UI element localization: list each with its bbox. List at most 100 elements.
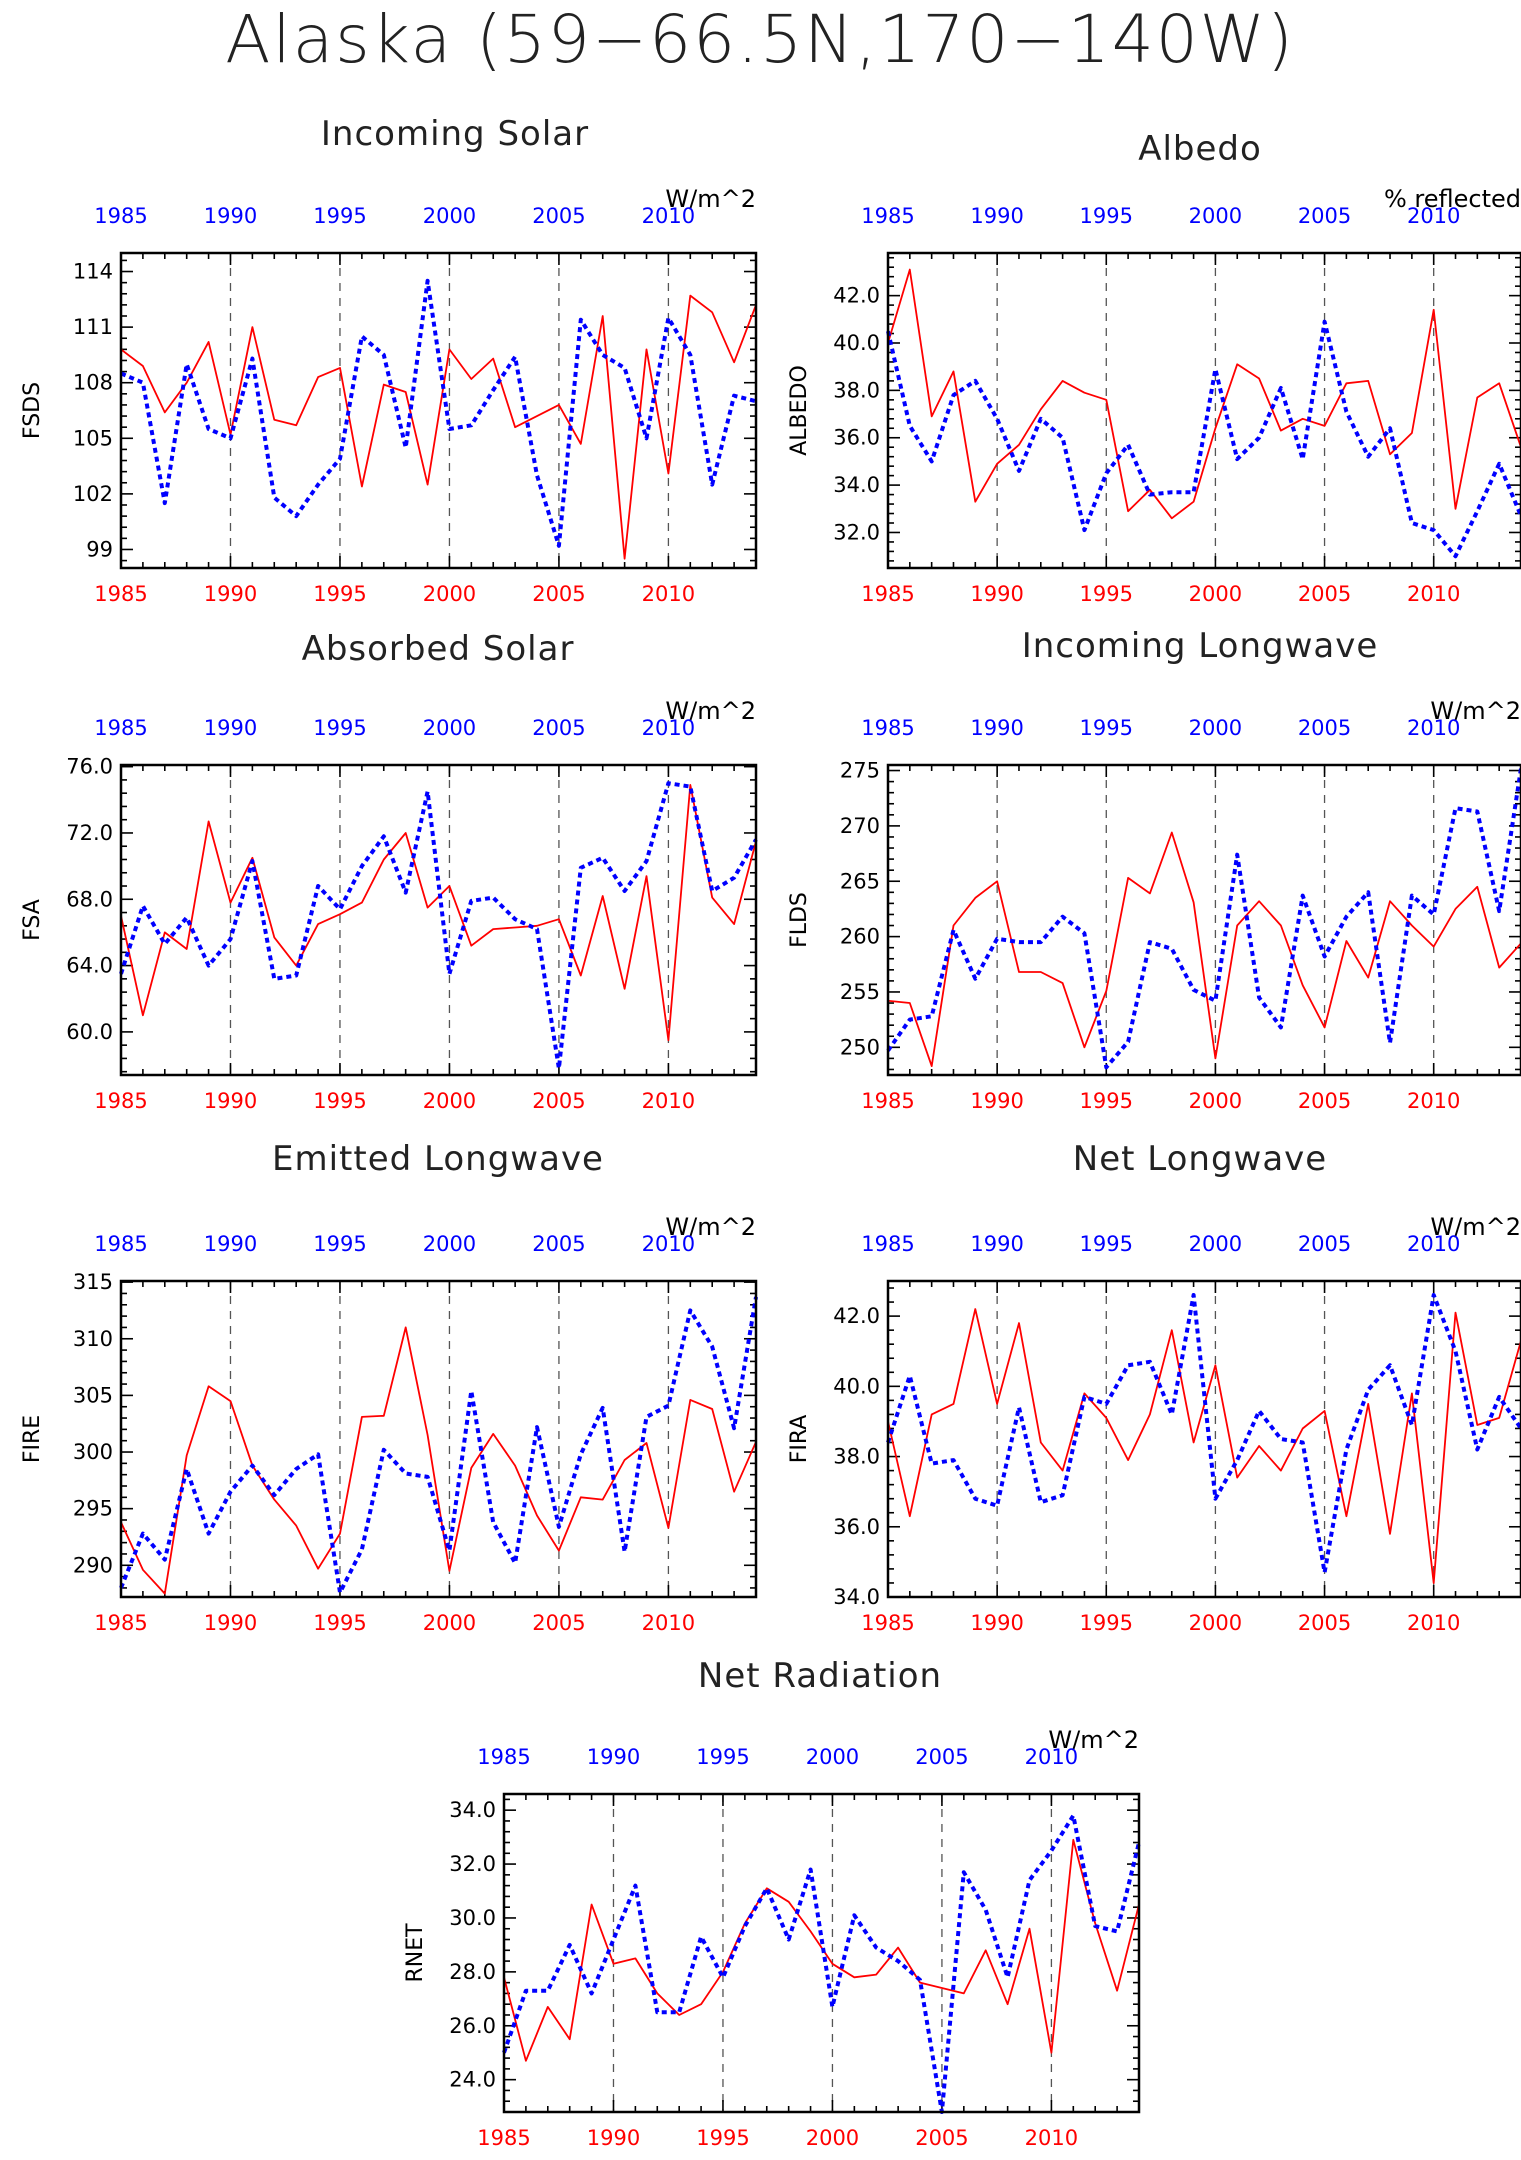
y-tick-label: 28.0 (449, 1960, 496, 1984)
x-tick-label-bottom: 1985 (94, 1089, 147, 1113)
units-label: W/m^2 (665, 697, 756, 725)
y-tick-label: 114 (73, 260, 113, 284)
y-tick-label: 108 (73, 371, 113, 395)
y-axis-label: FIRE (20, 1415, 45, 1463)
x-tick-label-top: 2010 (642, 204, 695, 228)
chart-panels: Incoming Solar W/m^2 99 102 105 108 111 114 FSDS… (20, 114, 1521, 2150)
x-tick-label-bottom: 2000 (806, 2126, 859, 2150)
y-axis-label: FLDS (787, 892, 812, 948)
x-tick-label-bottom: 1990 (204, 1611, 257, 1635)
x-tick-label-bottom: 2010 (642, 582, 695, 606)
x-tick-label-top: 1995 (1080, 204, 1133, 228)
x-tick-label-bottom: 1995 (313, 1089, 366, 1113)
y-tick-label: 38.0 (833, 378, 880, 402)
x-tick-label-bottom: 1985 (861, 1089, 914, 1113)
panel-title: Net Radiation (698, 1656, 942, 1696)
plot-frame (119, 763, 758, 1077)
y-tick-label: 105 (73, 426, 113, 450)
y-tick-label: 72.0 (66, 821, 113, 845)
x-tick-label-top: 2000 (1189, 716, 1242, 740)
y-tick-label: 290 (73, 1553, 113, 1577)
series-line-blue (120, 278, 757, 548)
panel-title: Incoming Longwave (1022, 626, 1379, 666)
x-tick-label-bottom: 2000 (1189, 1089, 1242, 1113)
x-tick-label-top: 1995 (313, 204, 366, 228)
x-tick-label-bottom: 2005 (1298, 582, 1351, 606)
y-tick-label: 270 (840, 814, 880, 838)
x-tick-label-top: 1995 (696, 1745, 749, 1769)
plot-frame (502, 1792, 1141, 2114)
x-tick-label-bottom: 2005 (915, 2126, 968, 2150)
y-tick-label: 42.0 (833, 1304, 880, 1328)
y-tick-label: 36.0 (833, 1515, 880, 1539)
panel-title: Absorbed Solar (302, 629, 575, 669)
x-tick-label-top: 2010 (642, 1232, 695, 1256)
x-tick-label-top: 2005 (1298, 1232, 1351, 1256)
x-tick-label-bottom: 2000 (1189, 582, 1242, 606)
x-tick-label-top: 1995 (1080, 716, 1133, 740)
x-tick-label-top: 2000 (423, 716, 476, 740)
series-line-blue (502, 1813, 1141, 2114)
y-tick-label: 24.0 (449, 2068, 496, 2092)
y-tick-label: 99 (86, 537, 113, 561)
units-label: % reflected (1384, 185, 1521, 213)
series-line-red (120, 294, 757, 560)
panel-title: Albedo (1138, 129, 1262, 169)
x-tick-label-top: 1990 (970, 1232, 1023, 1256)
panel-title: Net Longwave (1073, 1139, 1327, 1179)
x-tick-label-top: 1995 (313, 1232, 366, 1256)
x-tick-label-top: 2000 (1189, 1232, 1242, 1256)
y-tick-label: 68.0 (66, 887, 113, 911)
series-line-blue (119, 1296, 758, 1595)
y-tick-label: 32.0 (833, 520, 880, 544)
x-tick-label-bottom: 1990 (204, 582, 257, 606)
y-axis-label: FIRA (787, 1415, 812, 1464)
x-tick-label-top: 1990 (204, 1232, 257, 1256)
series-line-red (503, 1838, 1140, 2062)
y-tick-label: 32.0 (449, 1852, 496, 1876)
x-tick-label-top: 2000 (1189, 204, 1242, 228)
y-tick-label: 300 (73, 1440, 113, 1464)
x-tick-label-top: 2000 (806, 1745, 859, 1769)
x-tick-label-bottom: 1985 (861, 582, 914, 606)
x-tick-label-top: 1985 (861, 1232, 914, 1256)
y-tick-label: 40.0 (833, 1374, 880, 1398)
units-label: W/m^2 (665, 1213, 756, 1241)
units-label: W/m^2 (1430, 697, 1521, 725)
y-tick-label: 26.0 (449, 2014, 496, 2038)
x-tick-label-top: 1990 (970, 716, 1023, 740)
y-tick-label: 60.0 (66, 1020, 113, 1044)
x-tick-label-bottom: 1985 (94, 582, 147, 606)
x-tick-label-bottom: 1990 (970, 582, 1023, 606)
x-tick-label-top: 1990 (204, 204, 257, 228)
x-tick-label-bottom: 2010 (1407, 582, 1460, 606)
panel-title: Incoming Solar (321, 114, 589, 154)
x-tick-label-bottom: 2000 (423, 1611, 476, 1635)
x-tick-label-top: 2010 (1407, 1232, 1460, 1256)
y-axis-label: FSDS (20, 382, 45, 439)
x-tick-label-bottom: 1995 (696, 2126, 749, 2150)
series-line-red (887, 831, 1521, 1067)
x-tick-label-top: 2005 (532, 716, 585, 740)
x-tick-label-bottom: 2005 (532, 582, 585, 606)
x-tick-label-bottom: 1990 (970, 1089, 1023, 1113)
x-tick-label-bottom: 2000 (1189, 1611, 1242, 1635)
y-tick-label: 315 (73, 1270, 113, 1294)
x-tick-label-bottom: 2010 (1407, 1089, 1460, 1113)
x-tick-label-top: 1995 (1080, 1232, 1133, 1256)
y-axis-label: FSA (20, 899, 45, 941)
x-tick-label-top: 1985 (94, 1232, 147, 1256)
x-tick-label-top: 1990 (970, 204, 1023, 228)
plot-frame (886, 251, 1521, 570)
y-tick-label: 111 (73, 315, 113, 339)
y-tick-label: 275 (840, 759, 880, 783)
chart-panel-7: Net Radiation W/m^2 24.0 26.0 28.0 30.0 32.0 34… (403, 1656, 1141, 2150)
series-line-blue (119, 781, 758, 1071)
units-label: W/m^2 (1430, 1213, 1521, 1241)
x-tick-label-top: 1990 (204, 716, 257, 740)
x-tick-label-top: 1990 (587, 1745, 640, 1769)
series-line-blue (886, 319, 1521, 559)
x-tick-label-top: 2005 (915, 1745, 968, 1769)
x-tick-label-bottom: 2005 (532, 1089, 585, 1113)
